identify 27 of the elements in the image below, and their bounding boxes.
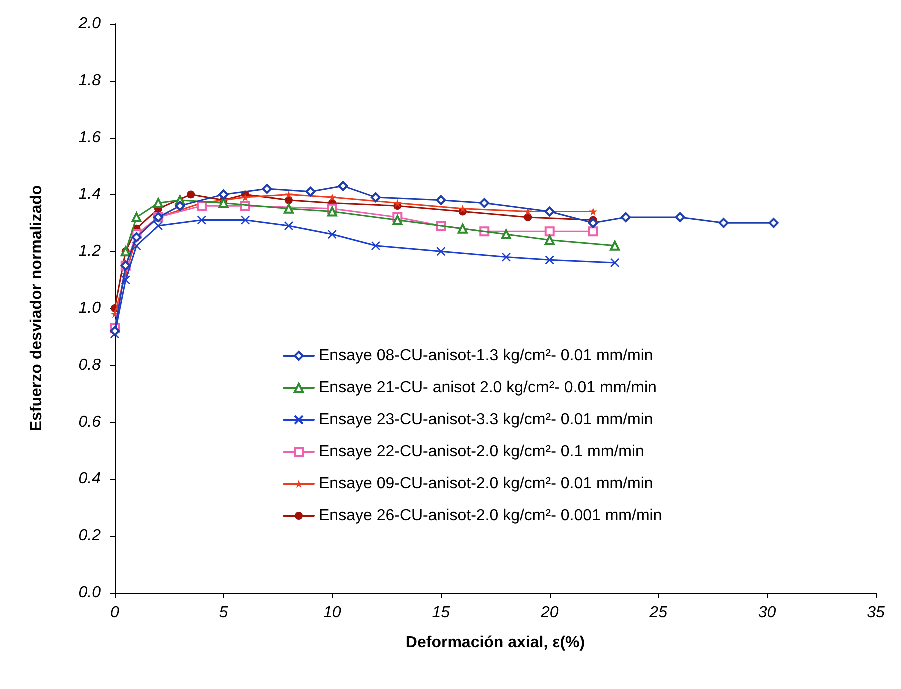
y-tick-label: 1.4: [78, 186, 102, 204]
legend-label: Ensaye 09-CU-anisot-2.0 kg/cm²- 0.01 mm/min: [319, 476, 654, 492]
legend-label: Ensaye 21-CU- anisot 2.0 kg/cm²- 0.01 mm/min: [319, 380, 657, 396]
x-tick-label: 35: [867, 604, 885, 622]
y-tick-label: 0.8: [78, 356, 102, 374]
y-tick-label: 0.4: [78, 470, 102, 488]
x-tick-label: 20: [540, 604, 559, 622]
x-tick-label: 15: [432, 604, 450, 622]
y-axis-title: Esfuerzo desviador normalizado: [28, 185, 46, 432]
legend-label: Ensaye 26-CU-anisot-2.0 kg/cm²- 0.001 mm/min: [319, 508, 662, 524]
x-axis-title: Deformación axial, ε(%): [406, 634, 586, 652]
x-tick-label: 0: [110, 604, 120, 622]
y-tick-label: 1.6: [78, 129, 102, 146]
legend-label: Ensaye 08-CU-anisot-1.3 kg/cm²- 0.01 mm/min: [319, 348, 654, 364]
x-tick-label: 5: [219, 604, 228, 622]
legend-label: Ensaye 22-CU-anisot-2.0 kg/cm²- 0.1 mm/min: [319, 444, 644, 460]
x-tick-label: 10: [324, 604, 342, 622]
y-tick-label: 1.8: [78, 72, 102, 90]
y-tick-label: 2.0: [78, 16, 102, 32]
y-tick-label: 1.2: [78, 243, 102, 260]
x-tick-label: 30: [758, 604, 776, 622]
y-tick-label: 0.0: [78, 584, 102, 602]
y-tick-label: 0.2: [78, 528, 102, 545]
x-tick-label: 25: [648, 604, 668, 622]
y-tick-label: 0.6: [78, 414, 102, 431]
y-tick-label: 1.0: [78, 300, 102, 317]
legend-label: Ensaye 23-CU-anisot-3.3 kg/cm²- 0.01 mm/min: [319, 412, 654, 428]
